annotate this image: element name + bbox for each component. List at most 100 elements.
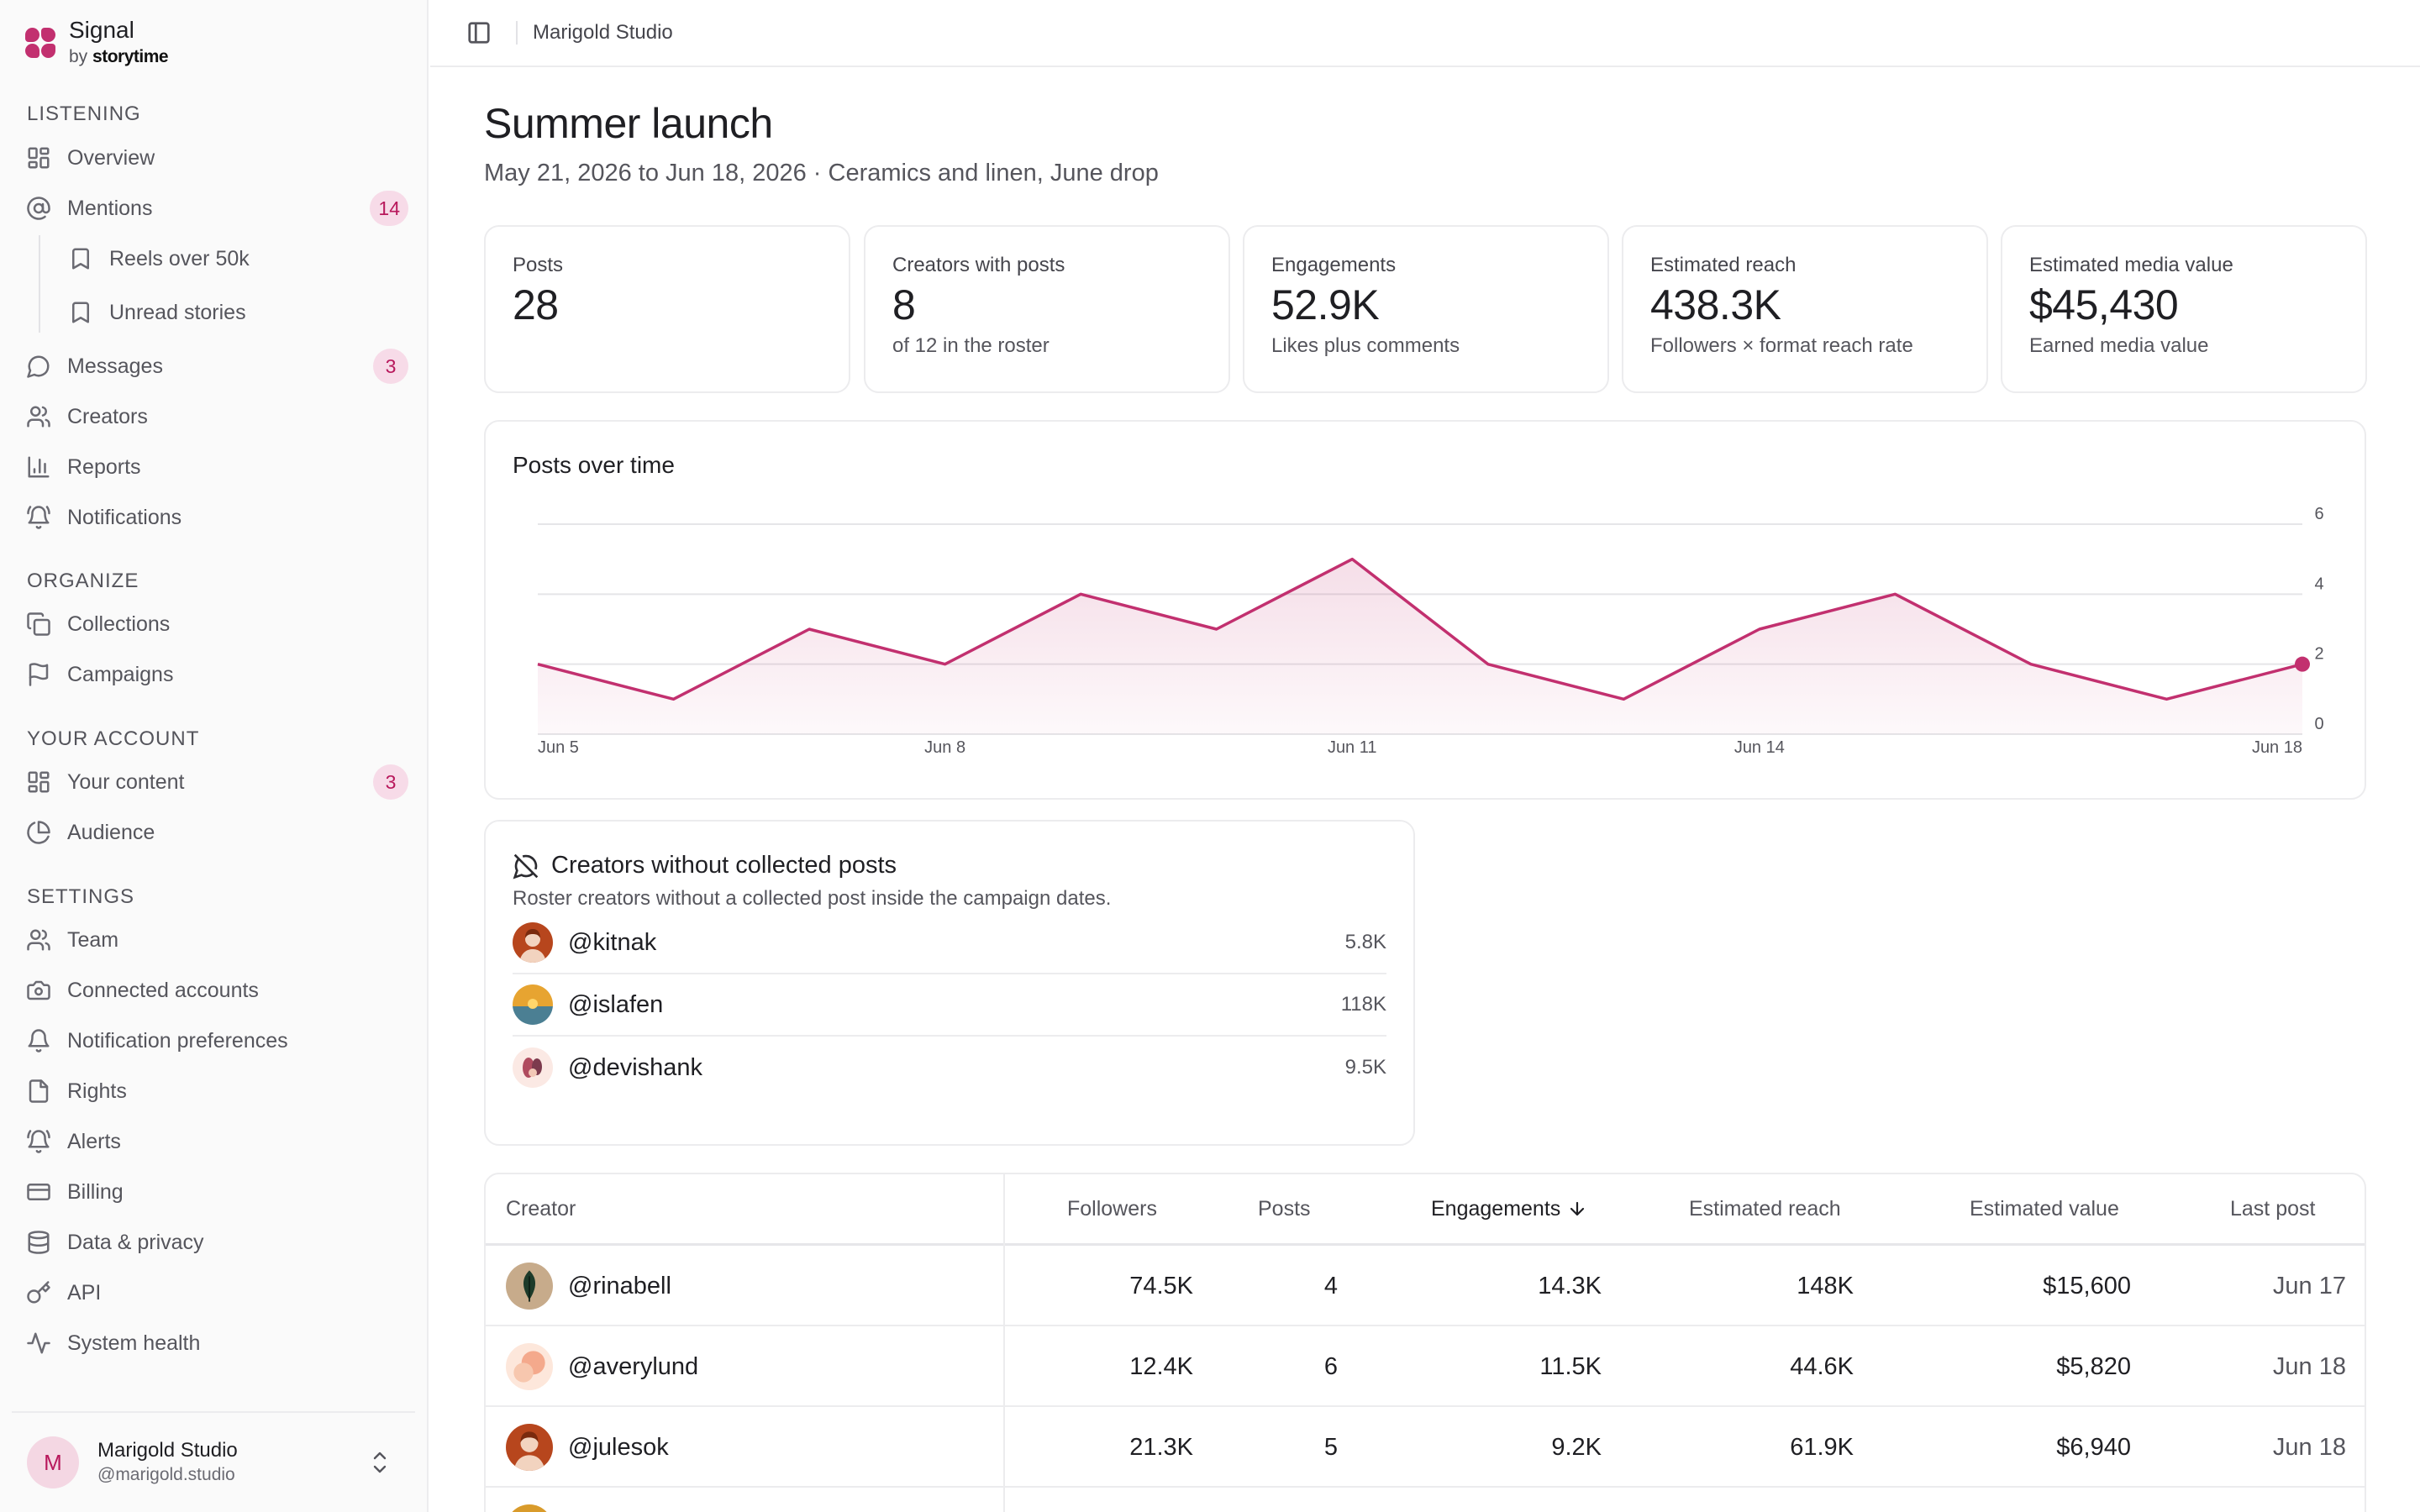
last-post-cell: Jun 18 (2272, 1352, 2346, 1380)
sidebar-item-collections[interactable]: Collections (25, 602, 408, 646)
creator-handle: @devishank (568, 1053, 703, 1081)
table-row[interactable]: @julesok 21.3K 5 9.2K 61.9K $6,940 Jun 1… (486, 1407, 2365, 1488)
creator-followers: 5.8K (1344, 931, 1386, 953)
account-switcher[interactable]: M Marigold Studio @marigold.studio (12, 1411, 415, 1512)
creator-avatar (513, 922, 553, 963)
series-line (537, 557, 2303, 701)
sidebar-item-system-health[interactable]: System health (25, 1321, 408, 1365)
creator-avatar (506, 1504, 553, 1512)
account-handle: @marigold.studio (97, 1465, 235, 1484)
database-icon (25, 1229, 52, 1256)
table-row[interactable]: @averylund 12.4K 6 11.5K 44.6K $5,820 Ju… (486, 1326, 2365, 1407)
sidebar-item-api[interactable]: API (25, 1271, 408, 1315)
sidebar-item-unread-stories[interactable]: Unread stories (67, 291, 408, 334)
sidebar-item-your-content[interactable]: Your content 3 (25, 760, 408, 804)
column-header-estimated-reach[interactable]: Estimated reach (1689, 1196, 1841, 1221)
brand-byline: by storytime (69, 47, 169, 66)
sidebar-item-team[interactable]: Team (25, 918, 408, 962)
chevrons-up-down-icon (373, 1452, 387, 1473)
column-header-creator[interactable]: Creator (506, 1196, 576, 1221)
list-item[interactable]: @islafen 118K (513, 974, 1386, 1037)
sidebar-item-reports[interactable]: Reports (25, 445, 408, 489)
y-tick-label: 2 (2314, 645, 2323, 664)
last-post-cell: Jun 17 (2272, 1272, 2346, 1299)
sidebar-item-messages[interactable]: Messages 3 (25, 344, 408, 388)
list-item[interactable]: @devishank 9.5K (513, 1037, 1386, 1099)
brand[interactable]: Signal by storytime (25, 13, 169, 72)
sidebar-item-notification-preferences[interactable]: Notification preferences (25, 1019, 408, 1063)
mentions-count-badge: 14 (370, 191, 408, 226)
engagements-cell: 14.3K (1538, 1272, 1602, 1299)
messages-count-badge: 3 (373, 349, 408, 384)
bar-chart-icon (25, 454, 52, 480)
creator-cell: @averylund (506, 1326, 698, 1407)
sidebar-item-creators[interactable]: Creators (25, 395, 408, 438)
message-circle-icon (25, 353, 52, 380)
card-description: Roster creators without a collected post… (513, 887, 1112, 910)
table-row[interactable]: @rinabell 74.5K 4 14.3K 148K $15,600 Jun… (486, 1246, 2365, 1326)
stat-card-estimated-media-value: Estimated media value $45,430 Earned med… (2001, 225, 2367, 393)
key-icon (25, 1279, 52, 1306)
creator-avatar (513, 1047, 553, 1088)
x-tick-label: Jun 8 (924, 738, 965, 757)
section-your-account: YOUR ACCOUNT (27, 727, 200, 750)
section-organize: ORGANIZE (27, 570, 139, 592)
message-off-icon (513, 853, 539, 879)
creator-followers: 118K (1340, 993, 1386, 1016)
sidebar-item-billing[interactable]: Billing (25, 1170, 408, 1214)
your-content-count-badge: 3 (373, 764, 408, 800)
sidebar-item-alerts[interactable]: Alerts (25, 1120, 408, 1163)
file-icon (25, 1078, 52, 1105)
posts-cell: 5 (1323, 1433, 1338, 1461)
column-header-last-post[interactable]: Last post (2230, 1196, 2316, 1221)
x-tick-label: Jun 18 (2252, 738, 2302, 757)
sidebar-item-rights[interactable]: Rights (25, 1069, 408, 1113)
reach-cell: 44.6K (1790, 1352, 1854, 1380)
creator-cell: @rinabell (506, 1246, 671, 1326)
sidebar-item-overview[interactable]: Overview (25, 136, 408, 180)
posts-cell: 6 (1323, 1352, 1338, 1380)
column-header-estimated-value[interactable]: Estimated value (1970, 1196, 2119, 1221)
column-header-posts[interactable]: Posts (1258, 1196, 1311, 1221)
topbar-divider (516, 21, 518, 45)
creator-column-divider (1003, 1174, 1005, 1512)
sidebar-item-connected-accounts[interactable]: Connected accounts (25, 969, 408, 1012)
column-header-engagements[interactable]: Engagements (1431, 1174, 1587, 1243)
sidebar-item-campaigns[interactable]: Campaigns (25, 653, 408, 696)
x-tick-label: Jun 14 (1734, 738, 1785, 757)
posts-over-time-chart[interactable]: 0 2 4 6 Jun 5 Jun 8 Jun 11 Jun 14 Jun 18 (486, 422, 2368, 801)
posts-over-time-card: Posts over time 0 2 4 6 Jun 5 Jun 8 Jun 11 Jun … (484, 420, 2366, 800)
users-icon (25, 403, 52, 430)
engagements-cell: 11.5K (1539, 1352, 1602, 1380)
sidebar-item-audience[interactable]: Audience (25, 811, 408, 854)
layout-grid-icon (25, 144, 52, 171)
sidebar-toggle-button[interactable] (462, 16, 496, 50)
stat-value: 8 (892, 281, 916, 328)
posts-cell: 4 (1323, 1272, 1338, 1299)
pie-chart-icon (25, 819, 52, 846)
creator-avatar (506, 1263, 553, 1310)
creator-followers: 9.5K (1344, 1056, 1386, 1079)
account-name: Marigold Studio (97, 1439, 238, 1462)
y-tick-label: 4 (2314, 575, 2323, 593)
account-avatar: M (27, 1436, 79, 1488)
panel-left-icon (468, 22, 490, 44)
sidebar-item-data-privacy[interactable]: Data & privacy (25, 1221, 408, 1264)
section-listening: LISTENING (27, 102, 141, 125)
value-cell: $15,600 (2043, 1272, 2131, 1299)
sub-nav-line (39, 235, 40, 333)
stat-label: Estimated reach (1650, 254, 1797, 276)
sidebar-item-reels-over-50k[interactable]: Reels over 50k (67, 237, 408, 281)
brand-name: Signal (69, 17, 134, 43)
sidebar-item-notifications[interactable]: Notifications (25, 496, 408, 539)
column-header-followers[interactable]: Followers (1067, 1196, 1157, 1221)
creator-cell (506, 1488, 553, 1512)
breadcrumb[interactable]: Marigold Studio (533, 21, 673, 44)
creator-handle: @kitnak (568, 928, 657, 956)
creators-table: Creator Followers Posts Engagements Esti… (484, 1173, 2366, 1512)
creator-handle: @rinabell (568, 1272, 671, 1299)
camera-icon (25, 977, 52, 1004)
sidebar-item-mentions[interactable]: Mentions 14 (25, 186, 408, 230)
list-item[interactable]: @kitnak 5.8K (513, 912, 1386, 974)
table-row[interactable] (486, 1488, 2365, 1512)
